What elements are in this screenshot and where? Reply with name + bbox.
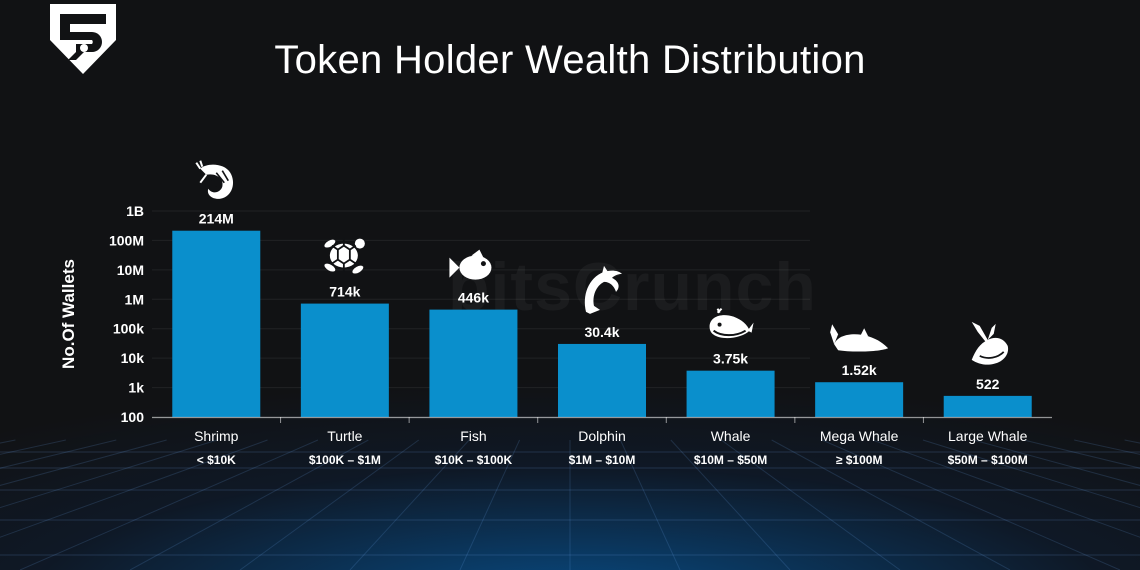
x-category-label: Whale <box>711 428 751 444</box>
x-range-label: $10M – $50M <box>694 453 767 467</box>
y-tick-label: 10M <box>117 262 144 278</box>
x-category-label: Fish <box>460 428 486 444</box>
x-category-label: Turtle <box>327 428 362 444</box>
dolphin-icon <box>584 265 622 314</box>
data-label: 3.75k <box>713 351 748 367</box>
data-label: 214M <box>199 211 234 227</box>
bitscrunch-shield-logo-icon <box>50 4 116 74</box>
whale-icon <box>708 307 755 340</box>
large-whale-icon <box>970 320 1009 366</box>
bar-fish <box>429 309 518 417</box>
turtle-icon <box>322 236 366 277</box>
bar-shrimp <box>172 230 261 417</box>
page-title: Token Holder Wealth Distribution <box>274 38 866 82</box>
x-range-label: $10K – $100K <box>435 453 513 467</box>
y-tick-label: 100k <box>113 321 144 337</box>
x-range-label: $100K – $1M <box>309 453 381 467</box>
data-label: 446k <box>458 290 489 306</box>
y-tick-label: 10k <box>121 350 145 366</box>
x-range-label: < $10K <box>197 453 236 467</box>
x-range-label: $1M – $10M <box>569 453 636 467</box>
y-tick-label: 1B <box>126 203 144 219</box>
y-tick-label: 1k <box>128 380 144 396</box>
x-range-label: $50M – $100M <box>948 453 1028 467</box>
bar-whale <box>686 370 775 417</box>
x-category-label: Mega Whale <box>820 428 899 444</box>
x-category-label: Dolphin <box>578 428 625 444</box>
data-label: 522 <box>976 376 1000 392</box>
fish-icon <box>449 249 492 280</box>
x-category-label: Large Whale <box>948 428 1028 444</box>
data-label: 30.4k <box>584 324 619 340</box>
x-category-label: Shrimp <box>194 428 239 444</box>
y-tick-label: 100M <box>109 232 144 248</box>
y-tick-label: 1M <box>125 291 144 307</box>
data-label: 1.52k <box>842 362 877 378</box>
y-tick-label: 100 <box>121 409 145 425</box>
mega-whale-icon <box>830 324 889 352</box>
bar-mega-whale <box>815 382 904 417</box>
x-range-label: ≥ $100M <box>836 453 883 467</box>
shrimp-icon <box>195 159 235 200</box>
bar-dolphin <box>558 343 646 417</box>
bar-large-whale <box>943 395 1032 417</box>
data-label: 714k <box>329 284 360 300</box>
bar-turtle <box>300 303 389 417</box>
